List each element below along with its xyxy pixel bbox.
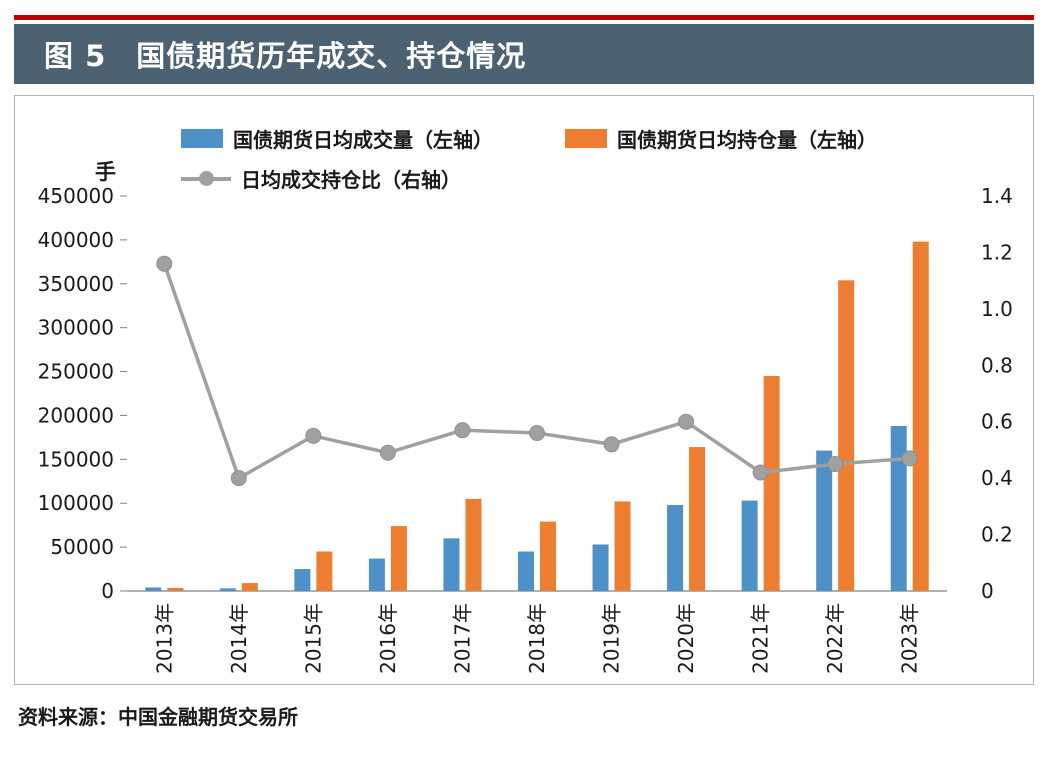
ratio-marker	[752, 464, 769, 481]
bar-volume	[518, 551, 534, 591]
ratio-marker	[379, 444, 396, 461]
ratio-marker	[156, 255, 173, 272]
chart-plot: 0 50000 100000 150000 200000 250000 300000 3500…	[38, 184, 1013, 674]
ratio-marker	[901, 450, 918, 467]
x-axis-label: 2015年	[301, 603, 325, 674]
y-axis-right-label: 0.8	[981, 353, 1013, 377]
figure-header: 图 5 国债期货历年成交、持仓情况	[14, 24, 1034, 84]
bar-volume	[443, 538, 460, 591]
top-accent-rule	[14, 15, 1034, 20]
legend-item-volume: 国债期货日均成交量（左轴）	[181, 124, 493, 153]
bar-volume	[368, 558, 385, 591]
x-axis-label: 2022年	[823, 603, 847, 674]
y-axis-right-label: 0	[981, 579, 994, 603]
x-axis-label: 2019年	[600, 603, 624, 674]
bar-volume	[890, 425, 907, 591]
figure-title: 图 5 国债期货历年成交、持仓情况	[44, 39, 527, 73]
bar-open-interest	[614, 501, 631, 591]
left-axis-unit-label: 手	[95, 160, 116, 184]
y-axis-left-label: 100000	[38, 491, 114, 515]
bar-open-interest	[465, 498, 482, 591]
open-interest-swatch-icon	[565, 129, 607, 148]
x-axis-label: 2016年	[376, 603, 400, 674]
bar-open-interest	[167, 587, 184, 591]
bar-open-interest	[540, 521, 556, 591]
bar-volume	[219, 588, 236, 591]
ratio-marker	[454, 422, 471, 439]
legend-row-1: 国债期货日均成交量（左轴） 国债期货日均持仓量（左轴）	[181, 124, 1033, 153]
x-axis-label: 2021年	[749, 603, 773, 674]
bar-volume	[667, 504, 684, 591]
y-axis-left-label: 300000	[38, 316, 114, 340]
y-axis-left-label: 50000	[50, 535, 114, 559]
y-axis-right-label: 0.2	[981, 523, 1013, 547]
x-axis-label: 2013年	[152, 603, 176, 674]
y-axis-left-label: 200000	[38, 403, 114, 427]
ratio-marker	[603, 436, 620, 453]
legend-item-ratio: 日均成交持仓比（右轴）	[181, 164, 461, 193]
legend-item-open-interest: 国债期货日均持仓量（左轴）	[565, 124, 877, 153]
y-axis-right-label: 1.0	[981, 297, 1013, 321]
bar-open-interest	[390, 526, 407, 591]
bar-volume	[145, 587, 162, 591]
volume-swatch-icon	[181, 129, 223, 148]
bar-volume	[741, 500, 758, 591]
x-axis-label: 2023年	[898, 603, 922, 674]
plot-area: 0 50000 100000 150000 200000 250000 300000 3500…	[15, 184, 1031, 686]
y-axis-left-label: 400000	[38, 228, 114, 252]
x-axis-label: 2017年	[450, 603, 474, 674]
y-axis-right-label: 0.4	[981, 466, 1013, 490]
y-axis-left-label: 150000	[38, 447, 114, 471]
y-axis-left-label: 450000	[38, 184, 114, 208]
ratio-marker	[230, 470, 247, 487]
ratio-marker	[827, 456, 844, 473]
ratio-line-marker-icon	[181, 169, 231, 188]
y-axis-right-label: 1.2	[981, 240, 1013, 264]
bar-open-interest	[689, 447, 706, 591]
bar-open-interest	[241, 583, 258, 591]
legend-label-volume: 国债期货日均成交量（左轴）	[233, 128, 493, 152]
x-axis-label: 2020年	[674, 603, 698, 674]
y-axis-left-label: 250000	[38, 360, 114, 384]
bar-open-interest	[316, 551, 333, 591]
bar-volume	[294, 569, 311, 591]
y-axis-right-label: 0.6	[981, 410, 1013, 434]
figure-frame: 图 5 国债期货历年成交、持仓情况 国债期货日均成交量（左轴） 国债期货日均持仓…	[14, 15, 1034, 730]
x-axis-label: 2014年	[227, 603, 251, 674]
y-axis-left-label: 0	[101, 579, 114, 603]
legend-label-open-interest: 国债期货日均持仓量（左轴）	[617, 128, 877, 152]
legend-label-ratio: 日均成交持仓比（右轴）	[241, 168, 461, 192]
ratio-line	[162, 263, 910, 481]
source-note: 资料来源：中国金融期货交易所	[18, 705, 298, 729]
chart-container: 国债期货日均成交量（左轴） 国债期货日均持仓量（左轴） 日均成交持仓比（右轴） …	[14, 95, 1034, 685]
y-axis-right-label: 1.4	[981, 184, 1013, 208]
ratio-marker	[305, 427, 322, 444]
bar-open-interest	[838, 280, 855, 591]
ratio-marker	[678, 413, 695, 430]
y-axis-left-label: 350000	[38, 272, 114, 296]
bar-open-interest	[912, 241, 929, 591]
bar-volume	[816, 450, 833, 591]
x-axis-label: 2018年	[525, 603, 549, 674]
ratio-marker	[529, 425, 545, 441]
chart-legend: 国债期货日均成交量（左轴） 国债期货日均持仓量（左轴） 日均成交持仓比（右轴）	[181, 124, 1033, 193]
bar-open-interest	[763, 375, 780, 591]
bar-volume	[592, 544, 609, 591]
legend-row-2: 日均成交持仓比（右轴）	[181, 164, 1033, 193]
